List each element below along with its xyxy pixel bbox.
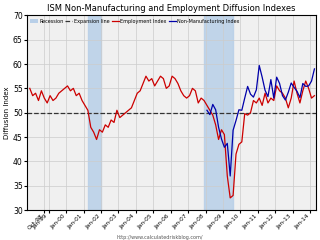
Y-axis label: Diffusion Index: Diffusion Index bbox=[4, 86, 10, 139]
Text: http://www.calculatedriskblog.com/: http://www.calculatedriskblog.com/ bbox=[117, 235, 203, 240]
Bar bbox=[204, 15, 233, 210]
Title: ISM Non-Manufacturing and Employment Diffusion Indexes: ISM Non-Manufacturing and Employment Dif… bbox=[47, 4, 296, 13]
Legend: Recession, Expansion line, Employment Index, Non-Manufacturing Index: Recession, Expansion line, Employment In… bbox=[29, 18, 241, 25]
Bar bbox=[88, 15, 101, 210]
